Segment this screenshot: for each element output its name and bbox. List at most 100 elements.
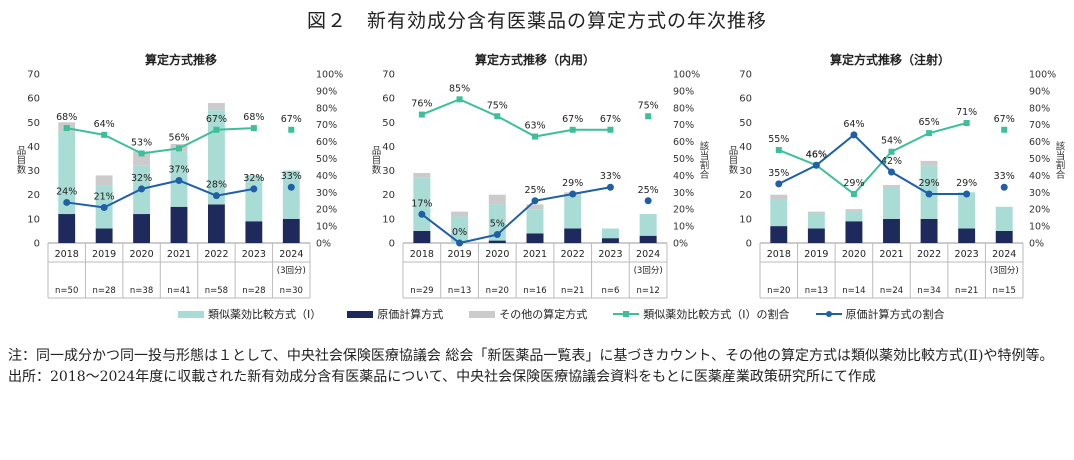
ratio-data-label: 67% xyxy=(562,114,583,125)
ratio-data-label: 37% xyxy=(168,164,189,175)
bar-segment xyxy=(770,199,788,227)
x-tick-label: 2019 xyxy=(804,249,828,260)
n-label: n=21 xyxy=(955,286,978,296)
n-label: n=13 xyxy=(805,286,828,296)
bar-segment xyxy=(845,209,863,212)
similar-ratio-marker xyxy=(569,126,576,133)
ratio-data-label: 32% xyxy=(131,173,152,184)
y2-tick-label: 0% xyxy=(673,239,688,250)
legend-label: 類似薬効比較方式（Ⅰ） xyxy=(208,308,322,321)
similar-ratio-marker xyxy=(1001,126,1008,133)
cost-ratio-marker xyxy=(175,176,183,184)
y2-tick-label: 30% xyxy=(673,188,694,199)
n-label: n=15 xyxy=(993,286,1016,296)
y2-tick-label: 10% xyxy=(673,222,694,233)
similar-ratio-marker xyxy=(963,120,970,127)
y2-tick-label: 90% xyxy=(673,86,694,97)
bar-segment xyxy=(58,131,76,215)
similar-ratio-marker xyxy=(888,148,895,155)
bar-segment xyxy=(133,151,150,166)
y2-tick-label: 90% xyxy=(316,86,337,97)
n-label: n=58 xyxy=(205,286,228,296)
ratio-data-label: 68% xyxy=(243,112,264,123)
y-tick-label: 60 xyxy=(27,94,40,105)
x-tick-label: 2021 xyxy=(167,249,191,260)
n-label: n=34 xyxy=(917,286,940,296)
y2-tick-label: 0% xyxy=(1029,239,1044,250)
y-tick-label: 20 xyxy=(739,190,752,201)
ratio-data-label: 29% xyxy=(843,178,864,189)
legend-label: その他の算定方式 xyxy=(499,308,588,321)
similar-ratio-marker xyxy=(288,126,295,133)
ratio-data-label: 75% xyxy=(638,100,659,111)
cost-ratio-marker xyxy=(287,183,295,191)
y-tick-label: 20 xyxy=(27,190,40,201)
x-tick-label: 2022 xyxy=(204,249,228,260)
y-tick-label: 0 xyxy=(34,239,40,250)
cost-ratio-marker xyxy=(850,131,858,139)
n-label: n=28 xyxy=(242,286,265,296)
bar-segment xyxy=(995,206,1013,231)
ratio-data-label: 5% xyxy=(490,219,505,230)
cost-ratio-marker xyxy=(1000,183,1008,191)
ratio-data-label: 35% xyxy=(768,168,789,179)
source-text: 2018～2024年度に収載された新有効成分含有医薬品について、中央社会保険医療… xyxy=(50,369,876,385)
cost-ratio-line xyxy=(778,133,967,195)
note-label: 注： xyxy=(8,348,36,364)
cost-ratio-marker xyxy=(456,239,464,247)
bar-segment xyxy=(920,160,938,166)
n-label: n=16 xyxy=(523,286,546,296)
x-tick-label: 2019 xyxy=(92,249,116,260)
legend: 類似薬効比較方式（Ⅰ） 原価計算方式 その他の算定方式 類似薬効比較方式（Ⅰ）の… xyxy=(178,306,971,322)
bar-segment xyxy=(95,228,113,243)
y2-tick-label: 80% xyxy=(316,103,337,114)
legend-item-cost-bar: 原価計算方式 xyxy=(347,306,443,322)
cost-ratio-marker xyxy=(775,180,783,188)
bar-segment xyxy=(770,194,788,200)
n-label: n=20 xyxy=(767,286,790,296)
legend-item-similar-line: 類似薬効比較方式（Ⅰ）の割合 xyxy=(613,306,790,322)
y-tick-label: 40 xyxy=(739,142,752,153)
y-tick-label: 70 xyxy=(382,70,395,81)
y2-tick-label: 100% xyxy=(1029,70,1056,81)
legend-swatch xyxy=(815,307,842,321)
y2-tick-label: 100% xyxy=(673,70,700,81)
y2-tick-label: 20% xyxy=(316,205,337,216)
y2-tick-label: 90% xyxy=(1029,86,1050,97)
ratio-data-label: 32% xyxy=(243,173,264,184)
y-tick-label: 50 xyxy=(27,118,40,129)
similar-ratio-marker xyxy=(101,131,108,138)
y2-tick-label: 0% xyxy=(316,239,331,250)
y2-tick-label: 60% xyxy=(673,137,694,148)
bar-segment xyxy=(245,175,263,222)
bar-segment xyxy=(282,170,300,219)
similar-ratio-marker xyxy=(607,126,614,133)
bar-segment xyxy=(526,233,544,243)
x-tick-label: 2020 xyxy=(485,249,509,260)
y2-tick-label: 50% xyxy=(1029,154,1050,165)
similar-ratio-marker xyxy=(645,113,652,120)
ratio-data-label: 67% xyxy=(281,114,302,125)
ratio-data-label: 25% xyxy=(524,185,545,196)
source-label: 出所： xyxy=(8,369,50,385)
x-tick-note: (3回分) xyxy=(277,266,306,276)
similar-ratio-marker xyxy=(213,126,220,133)
cost-ratio-marker xyxy=(606,183,614,191)
legend-swatch xyxy=(347,310,374,318)
similar-ratio-line xyxy=(66,127,254,155)
bar-segment xyxy=(208,102,225,111)
n-label: n=6 xyxy=(601,286,619,296)
ratio-data-label: 33% xyxy=(600,171,621,182)
x-tick-label: 2020 xyxy=(129,249,153,260)
bar-segment xyxy=(564,194,582,229)
similar-ratio-marker xyxy=(532,133,538,140)
ratio-data-label: 33% xyxy=(281,171,302,182)
bar-segment xyxy=(883,187,900,219)
bar-segment xyxy=(526,204,544,210)
x-tick-label: 2018 xyxy=(55,249,79,260)
similar-ratio-marker xyxy=(494,113,501,120)
bar-segment xyxy=(564,228,582,243)
y-tick-label: 20 xyxy=(382,190,395,201)
legend-swatch xyxy=(469,310,496,318)
bar-segment xyxy=(451,211,469,217)
